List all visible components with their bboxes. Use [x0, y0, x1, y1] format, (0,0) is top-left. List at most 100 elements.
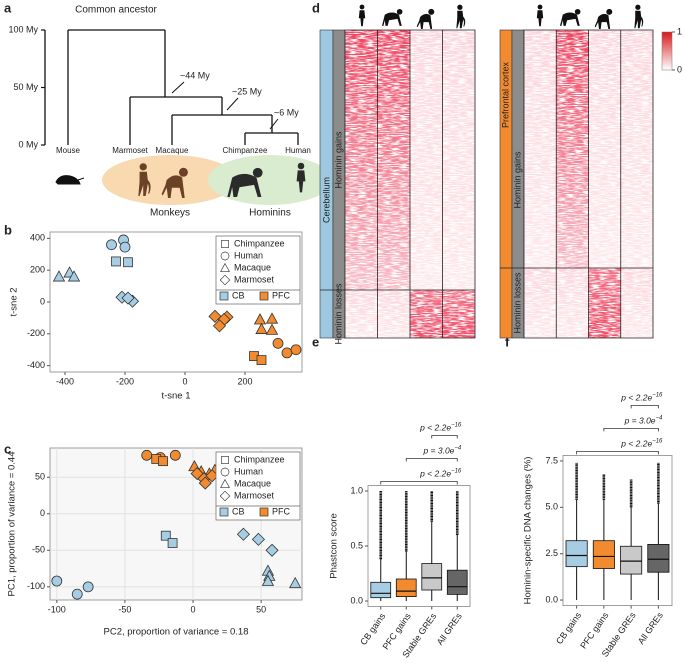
- box: [647, 544, 670, 573]
- box: [421, 563, 443, 591]
- group-label: Monkeys: [150, 208, 190, 219]
- heatmap-cells: [377, 290, 410, 338]
- x-tick-label: All GREs: [435, 611, 464, 647]
- leaf-label: Marmoset: [112, 146, 148, 155]
- macaque-icon: [416, 8, 435, 29]
- point: [255, 322, 268, 334]
- point: [256, 355, 267, 365]
- y-tick-label: 7.5: [545, 455, 558, 465]
- legend-symbol: [219, 490, 231, 502]
- point: [167, 538, 178, 548]
- p-value-exponent: −16: [451, 468, 462, 474]
- point: [141, 449, 153, 461]
- y-tick-label: -50: [32, 545, 45, 555]
- point: [212, 319, 227, 333]
- p-value: p = 3.0e−4: [422, 445, 461, 456]
- chimp-icon: [560, 8, 581, 26]
- heatmap-cells: [377, 30, 410, 290]
- x-tick-label: -400: [56, 376, 74, 386]
- y-tick-label: 0: [40, 296, 45, 306]
- p-value-exponent: −16: [451, 422, 462, 428]
- tissue-label: Cerebellum: [321, 177, 331, 223]
- p-value: p < 2.2e−16: [620, 392, 663, 403]
- y-tick-label: 50: [35, 472, 45, 482]
- y-tick-label: 0.0: [545, 594, 558, 604]
- group-label: Hominins: [249, 208, 291, 219]
- point: [198, 476, 212, 490]
- legend-label: CB: [232, 506, 245, 516]
- root-label: Common ancestor: [75, 5, 157, 16]
- time-tick-label: 100 My: [8, 24, 38, 34]
- heatmap-cells: [620, 268, 653, 338]
- p-value-text: p < 2.2e: [620, 393, 652, 403]
- y-tick-label: 5.0: [545, 502, 558, 512]
- heatmap-cells: [620, 30, 653, 268]
- time-tick-label: 50 My: [13, 82, 38, 92]
- y-axis-label: Hominin-specific DNA changes (%): [523, 457, 534, 605]
- point: [160, 530, 171, 541]
- human-icon: [358, 4, 366, 27]
- p-value: p < 2.2e−16: [419, 422, 462, 433]
- point: [51, 575, 63, 587]
- legend-label: Marmoset: [234, 490, 275, 500]
- x-axis-label: PC2, proportion of variance = 0.18: [104, 627, 249, 638]
- divergence-label: ~25 My: [232, 86, 262, 96]
- leaf-label: Human: [285, 146, 311, 155]
- point: [119, 241, 131, 253]
- human-icon: [536, 4, 544, 27]
- colorbar-label: 0: [677, 64, 682, 74]
- y-tick-label: 2.5: [545, 548, 558, 558]
- point: [265, 543, 279, 557]
- panel-label: d: [312, 0, 320, 15]
- legend-label: Chimpanzee: [234, 454, 285, 464]
- p-value-text: p < 2.2e: [620, 439, 652, 449]
- y-tick-label: 200: [30, 265, 45, 275]
- x-tick-label: 0: [182, 376, 187, 386]
- point: [169, 449, 181, 461]
- box: [446, 569, 468, 595]
- legend: [215, 235, 301, 305]
- p-value-text: p < 2.2e: [419, 469, 451, 479]
- point: [123, 257, 133, 268]
- legend-label: Human: [234, 250, 263, 260]
- legend-swatch: [219, 291, 229, 301]
- point: [261, 574, 275, 586]
- x-tick-label: -200: [116, 376, 134, 386]
- y-tick-label: 0: [40, 508, 45, 518]
- point: [111, 256, 121, 267]
- p-value: p < 2.2e−16: [620, 438, 663, 449]
- legend-swatch: [219, 507, 229, 517]
- legend-symbol: [220, 251, 230, 261]
- x-tick-label: -50: [118, 604, 131, 614]
- point: [281, 347, 293, 359]
- heatmap-cells: [442, 30, 475, 290]
- bracket: [576, 451, 659, 455]
- legend: [215, 451, 301, 521]
- legend-label: Macaque: [234, 262, 271, 272]
- legend-label: CB: [232, 290, 245, 300]
- plot-area: [562, 454, 673, 606]
- box: [592, 540, 615, 569]
- leaf-label: Chimpanzee: [223, 146, 268, 155]
- box: [565, 540, 588, 568]
- heatmap-cerebellum: Cerebellum Hominin gains Hominin losses: [319, 4, 476, 345]
- legend-label: Chimpanzee: [234, 238, 285, 248]
- y-tick-label: -200: [27, 328, 45, 338]
- p-value: p < 2.2e−16: [419, 468, 462, 479]
- p-value-text: p = 3.0e: [624, 416, 656, 426]
- x-tick-label: All GREs: [636, 610, 665, 646]
- tissue-label: Prefrontal cortex: [500, 61, 510, 128]
- legend-symbol: [220, 478, 230, 488]
- bracket: [431, 435, 458, 439]
- heatmap-pfc: Prefrontal cortex Hominin gains Hominin …: [499, 4, 654, 339]
- p-value-exponent: −4: [656, 415, 664, 421]
- p-value-exponent: −4: [454, 445, 462, 451]
- y-tick-label: -100: [27, 581, 45, 591]
- x-tick-label: 0: [191, 604, 196, 614]
- point: [251, 532, 265, 546]
- x-axis-label: t-sne 1: [161, 391, 190, 402]
- panel-label: a: [4, 0, 12, 15]
- point: [158, 456, 168, 467]
- group-label: Hominin losses: [333, 283, 343, 345]
- heatmap-cells: [588, 268, 621, 338]
